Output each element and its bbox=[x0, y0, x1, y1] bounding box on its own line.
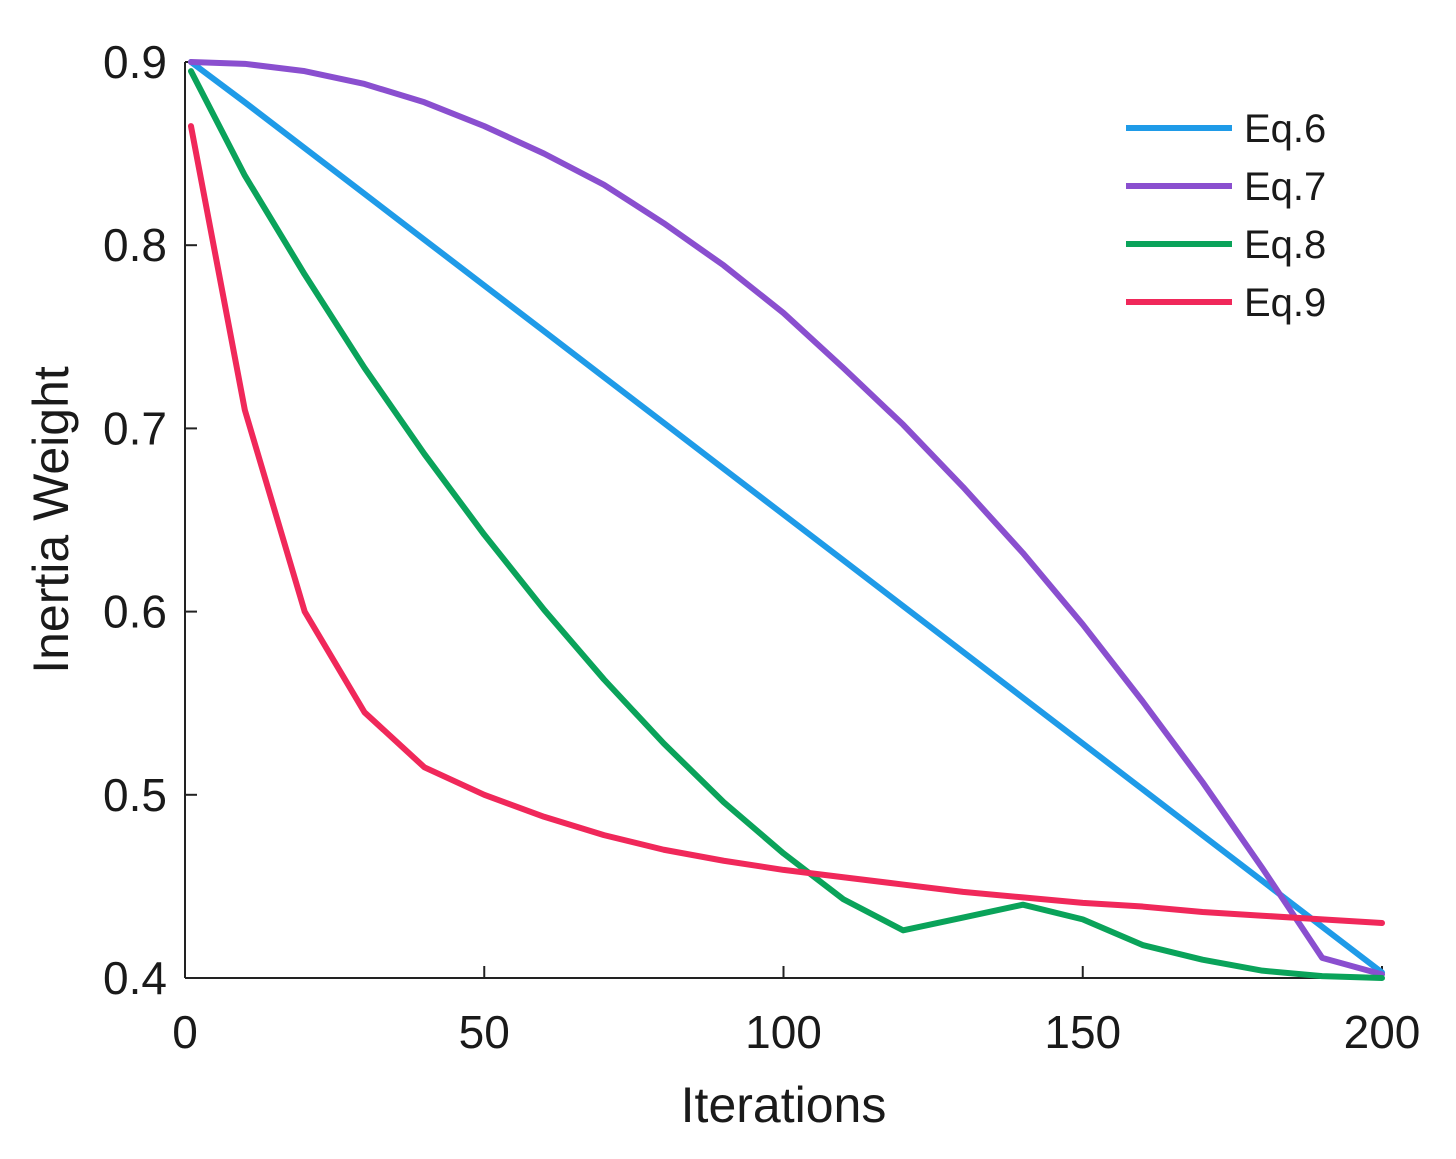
legend-label: Eq.8 bbox=[1244, 223, 1326, 267]
y-tick-label: 0.7 bbox=[103, 402, 167, 454]
series-line-eq-7 bbox=[187, 59, 1385, 978]
x-tick-label: 50 bbox=[459, 1006, 510, 1058]
series-line-eq-6 bbox=[187, 59, 1385, 976]
x-tick-label: 150 bbox=[1044, 1006, 1121, 1058]
y-tick-label: 0.9 bbox=[103, 36, 167, 88]
legend-label: Eq.9 bbox=[1244, 281, 1326, 325]
legend-label: Eq.7 bbox=[1244, 165, 1326, 209]
y-tick-label: 0.5 bbox=[103, 769, 167, 821]
x-tick-label: 0 bbox=[172, 1006, 198, 1058]
y-axis-title: Inertia Weight bbox=[23, 366, 79, 674]
series-line-eq-9 bbox=[187, 123, 1385, 927]
legend: Eq.6 Eq.7 Eq.8 Eq.9 bbox=[1126, 107, 1326, 325]
x-tick-label: 200 bbox=[1344, 1006, 1421, 1058]
axes: 0 50 100 150 200 0.4 0.5 0.6 0.7 0.8 0.9 bbox=[103, 36, 1420, 1058]
x-axis-title: Iterations bbox=[681, 1077, 887, 1133]
y-tick-label: 0.4 bbox=[103, 952, 167, 1004]
y-tick-label: 0.8 bbox=[103, 219, 167, 271]
y-tick-label: 0.6 bbox=[103, 586, 167, 638]
series-lines bbox=[187, 59, 1385, 981]
series-line-eq-8 bbox=[187, 68, 1385, 981]
x-tick-label: 100 bbox=[745, 1006, 822, 1058]
legend-label: Eq.6 bbox=[1244, 107, 1326, 151]
